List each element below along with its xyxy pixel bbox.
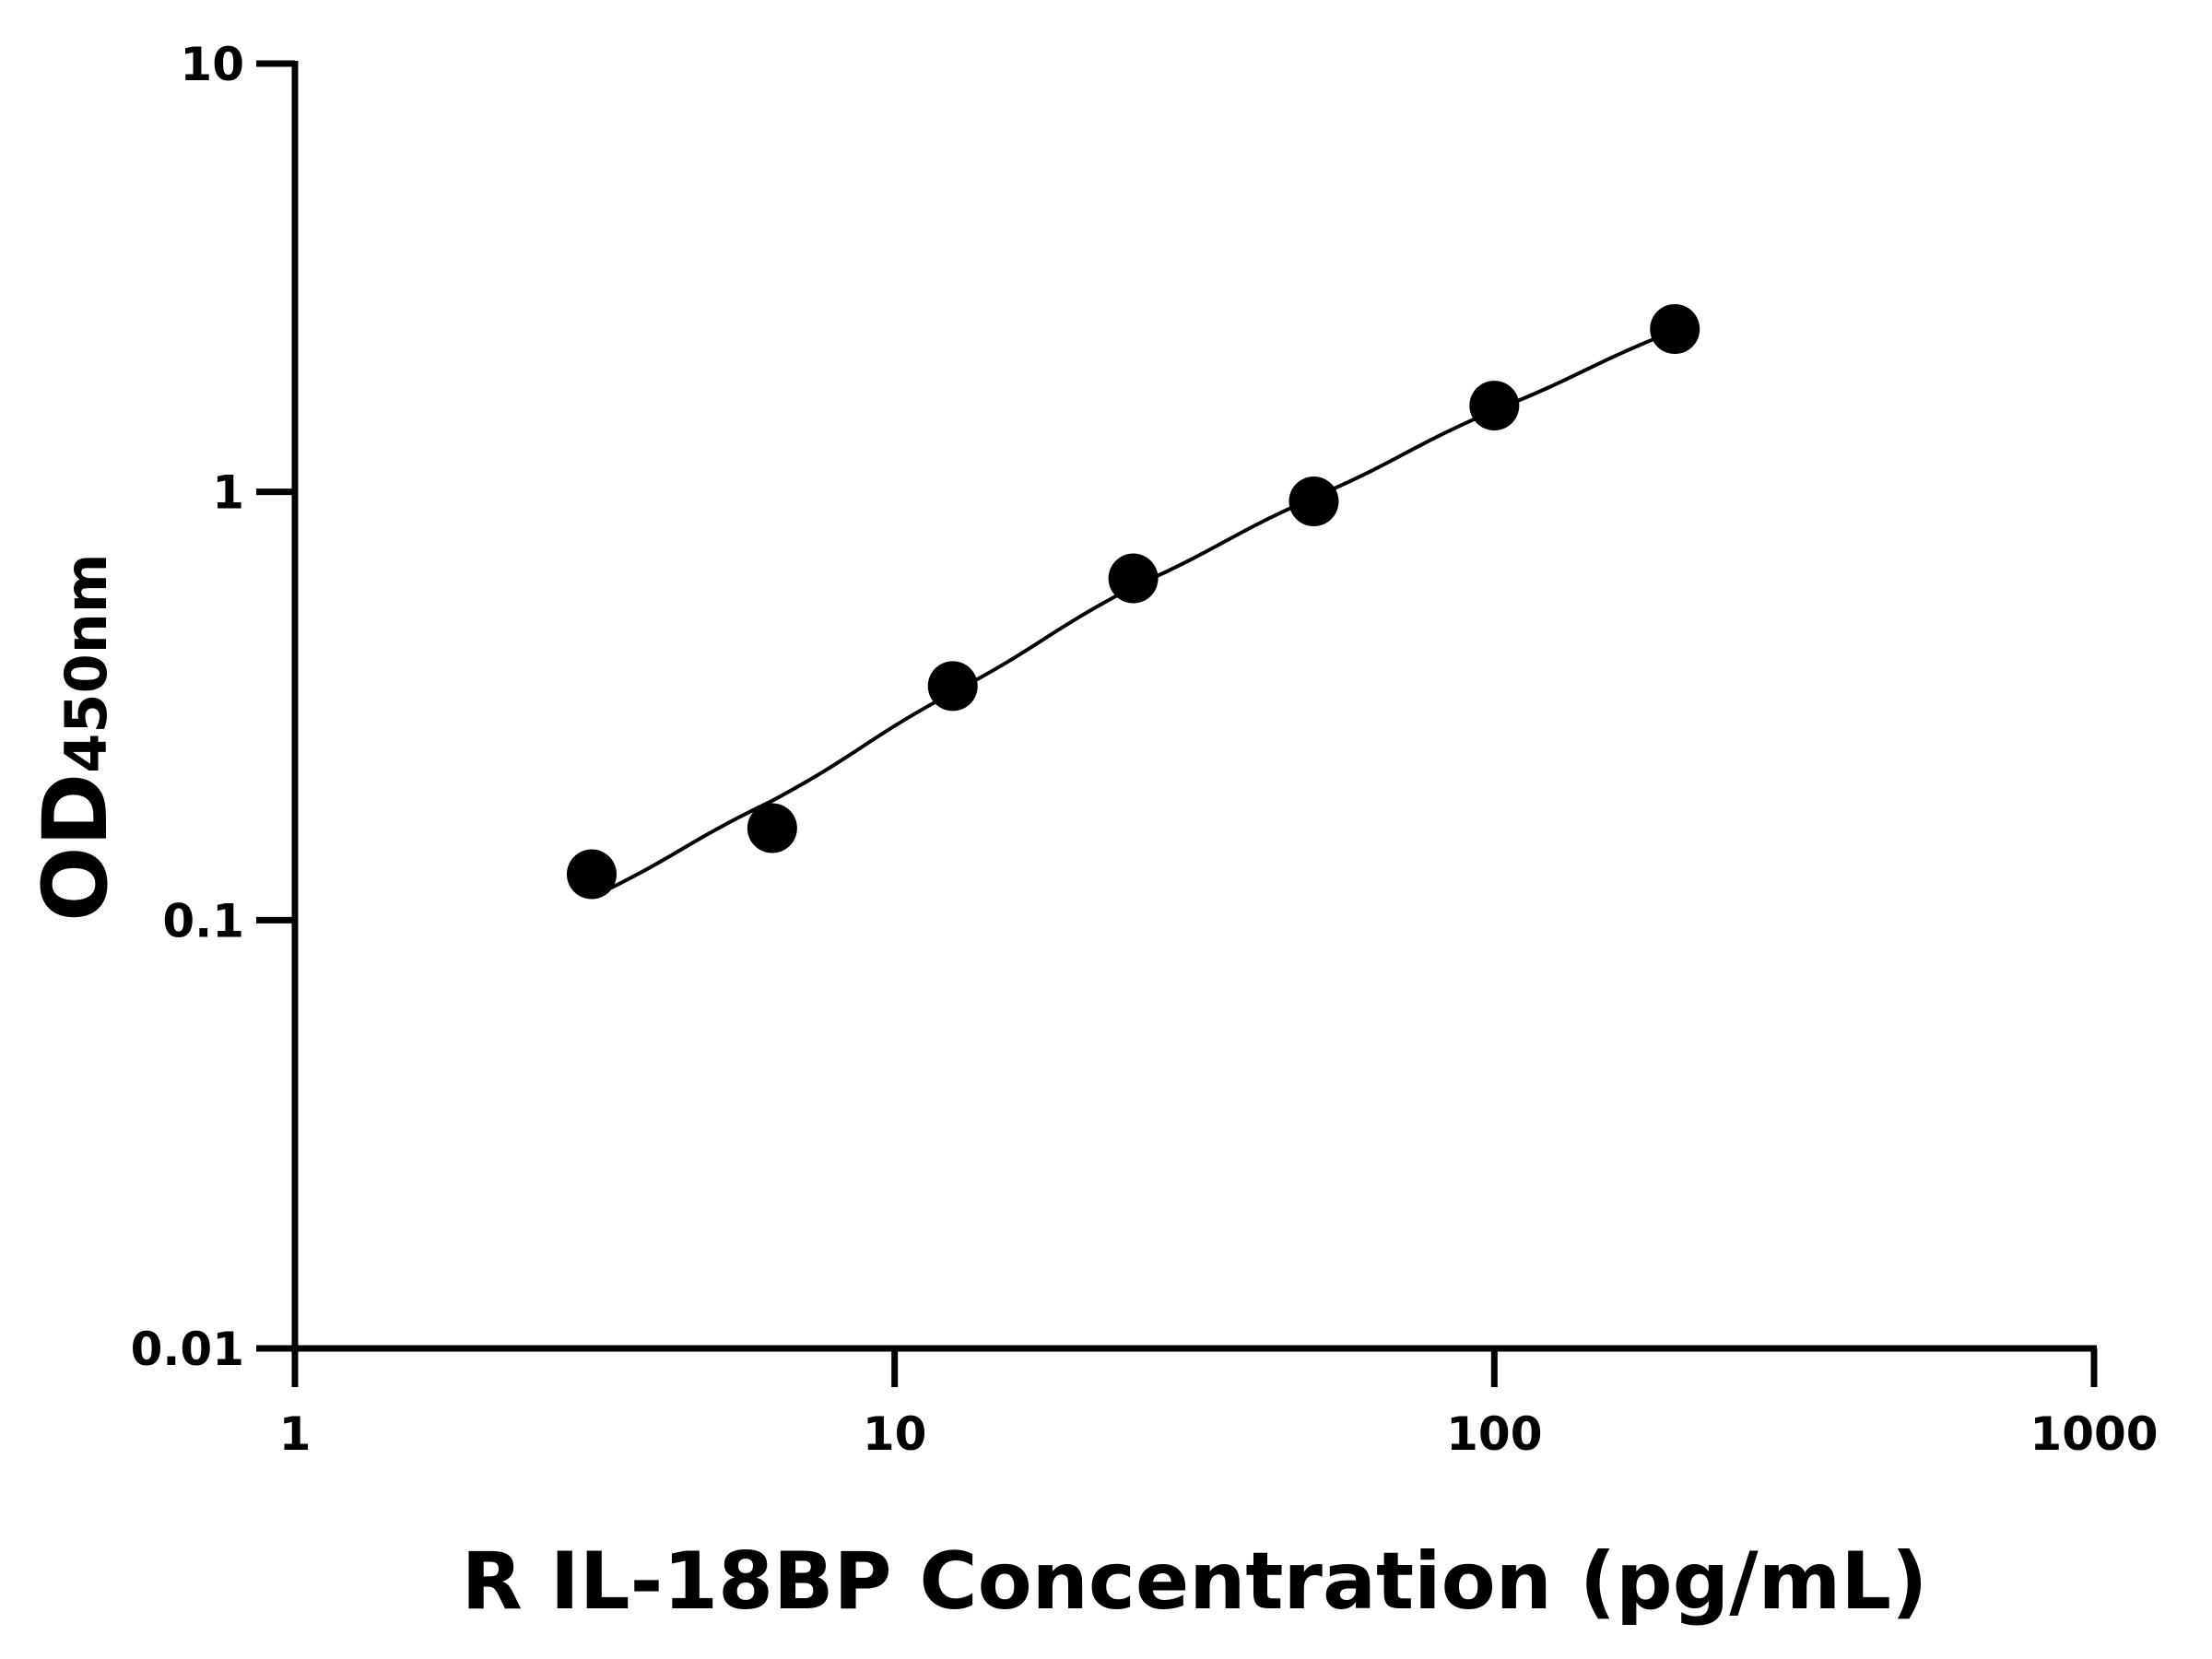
data-point — [1650, 303, 1700, 354]
data-point — [927, 661, 978, 712]
data-point — [1288, 477, 1339, 527]
y-axis-title-main: OD — [24, 773, 127, 922]
y-tick-label: 10 — [180, 38, 244, 91]
x-tick-label: 10 — [863, 1407, 927, 1461]
y-axis-title: OD450nm — [24, 554, 127, 922]
x-tick-label: 100 — [1446, 1407, 1542, 1461]
x-tick-label: 1000 — [2030, 1407, 2158, 1461]
x-tick-label: 1 — [279, 1407, 312, 1461]
x-axis-title: R IL-18BP Concentration (pg/mL) — [462, 1535, 1928, 1628]
y-axis-title-subscript: 450nm — [53, 554, 120, 773]
data-point — [566, 849, 617, 900]
data-point — [1469, 381, 1520, 431]
y-tick-label: 0.01 — [131, 1323, 244, 1376]
data-point — [747, 803, 797, 853]
y-tick-label: 0.1 — [162, 894, 244, 947]
data-point — [1108, 553, 1159, 604]
y-tick-label: 1 — [212, 466, 244, 520]
